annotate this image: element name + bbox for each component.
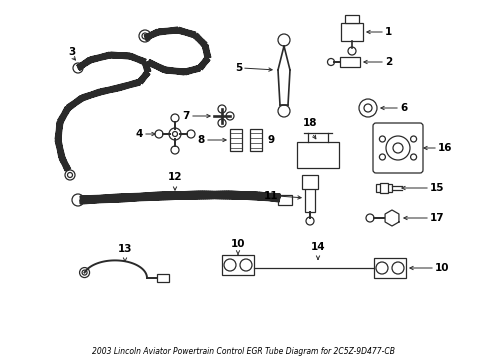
Text: 18: 18	[302, 118, 317, 128]
Text: 10: 10	[230, 239, 245, 249]
Text: 10: 10	[434, 263, 448, 273]
Bar	[302, 175, 317, 189]
Text: 9: 9	[267, 135, 275, 145]
Text: 14: 14	[310, 242, 325, 252]
Bar	[339, 57, 359, 67]
Text: 8: 8	[197, 135, 204, 145]
Text: 11: 11	[263, 191, 278, 201]
Bar	[278, 195, 291, 205]
Bar	[157, 274, 169, 282]
Text: 4: 4	[135, 129, 142, 139]
Bar	[340, 23, 362, 41]
Text: 5: 5	[234, 63, 242, 73]
Bar	[249, 129, 262, 151]
Text: 2: 2	[384, 57, 391, 67]
Bar	[375, 184, 391, 192]
Bar	[373, 258, 405, 278]
Bar	[222, 255, 253, 275]
Text: 12: 12	[167, 172, 182, 182]
Bar	[296, 142, 338, 168]
Text: 3: 3	[68, 47, 76, 57]
FancyBboxPatch shape	[372, 123, 422, 173]
Text: 16: 16	[437, 143, 451, 153]
Text: 2003 Lincoln Aviator Powertrain Control EGR Tube Diagram for 2C5Z-9D477-CB: 2003 Lincoln Aviator Powertrain Control …	[92, 347, 395, 356]
Text: 6: 6	[399, 103, 407, 113]
Bar	[345, 15, 358, 23]
Bar	[229, 129, 242, 151]
Bar	[379, 183, 387, 193]
Bar	[305, 184, 314, 212]
Text: 15: 15	[429, 183, 444, 193]
Text: 13: 13	[118, 244, 132, 254]
Text: 1: 1	[384, 27, 391, 37]
Text: 17: 17	[429, 213, 444, 223]
Text: 7: 7	[182, 111, 190, 121]
